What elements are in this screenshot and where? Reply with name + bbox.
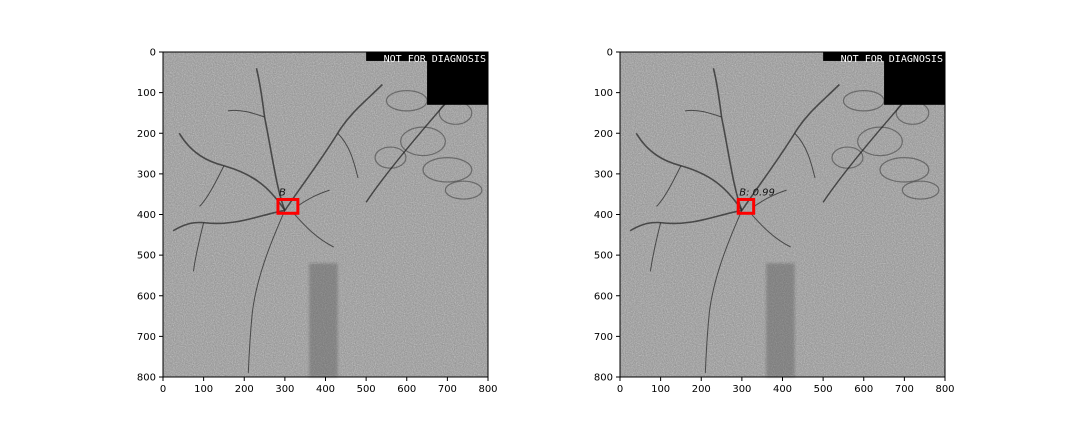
redaction-block bbox=[427, 52, 488, 105]
vessel-path bbox=[754, 190, 787, 206]
aorta-shadow bbox=[309, 263, 338, 377]
x-tick-label: 200 bbox=[692, 384, 711, 395]
vessel-path bbox=[713, 68, 741, 210]
y-tick-label: 100 bbox=[594, 88, 613, 99]
y-tick-label: 800 bbox=[137, 373, 156, 384]
vessel-path bbox=[657, 166, 681, 207]
organ-outline bbox=[857, 126, 903, 157]
organ-outline bbox=[879, 157, 930, 183]
organ-outline bbox=[422, 157, 473, 183]
vessel-path bbox=[630, 210, 742, 230]
vessel-path bbox=[173, 210, 285, 230]
detection-box bbox=[736, 197, 756, 215]
vessel-path bbox=[795, 133, 815, 178]
vessel-path bbox=[248, 210, 285, 373]
y-tick-label: 700 bbox=[137, 332, 156, 343]
y-tick-label: 300 bbox=[137, 169, 156, 180]
y-tick-label: 600 bbox=[594, 291, 613, 302]
y-tick-label: 0 bbox=[607, 48, 613, 59]
organ-outline bbox=[400, 126, 446, 157]
y-tick-label: 500 bbox=[137, 251, 156, 262]
y-tick-label: 200 bbox=[594, 129, 613, 140]
vessel-path bbox=[650, 223, 660, 272]
vessel-path bbox=[750, 212, 791, 247]
chart-panel-1: NOT FOR DIAGNOSIS B 0 100 200 300 400 500 600 700… bbox=[137, 48, 498, 396]
y-tick-label: 700 bbox=[594, 332, 613, 343]
organ-outline bbox=[901, 180, 940, 200]
aorta-shadow bbox=[766, 263, 795, 377]
y-tick-label: 100 bbox=[137, 88, 156, 99]
redaction-block bbox=[884, 52, 945, 105]
detection-label: B: 0.99 bbox=[739, 187, 775, 198]
detection-box bbox=[276, 197, 300, 215]
x-tick-label: 500 bbox=[357, 384, 376, 395]
not-for-diagnosis-banner: NOT FOR DIAGNOSIS bbox=[384, 54, 486, 65]
x-tick-label: 700 bbox=[895, 384, 914, 395]
y-tick-label: 300 bbox=[594, 169, 613, 180]
vessel-path bbox=[297, 190, 330, 206]
x-tick-label: 600 bbox=[854, 384, 873, 395]
x-tick-label: 600 bbox=[397, 384, 416, 395]
vessel-path bbox=[293, 212, 334, 247]
vessel-path bbox=[338, 133, 358, 178]
x-tick-label: 800 bbox=[478, 384, 497, 395]
vessel-path bbox=[705, 210, 742, 373]
x-tick-label: 700 bbox=[438, 384, 457, 395]
y-tick-label: 400 bbox=[594, 210, 613, 221]
x-tick-label: 500 bbox=[814, 384, 833, 395]
y-tick-label: 200 bbox=[137, 129, 156, 140]
vessel-path bbox=[228, 110, 265, 117]
x-tick-label: 300 bbox=[732, 384, 751, 395]
detection-label: B bbox=[279, 187, 286, 198]
vessel-path bbox=[193, 223, 203, 272]
vessel-path bbox=[179, 133, 285, 210]
y-tick-label: 500 bbox=[594, 251, 613, 262]
x-tick-label: 100 bbox=[194, 384, 213, 395]
x-tick-label: 400 bbox=[316, 384, 335, 395]
organ-outline bbox=[444, 180, 483, 200]
x-tick-label: 400 bbox=[773, 384, 792, 395]
y-tick-label: 400 bbox=[137, 210, 156, 221]
y-tick-label: 800 bbox=[594, 373, 613, 384]
x-tick-label: 0 bbox=[617, 384, 623, 395]
x-tick-label: 0 bbox=[160, 384, 166, 395]
chart-panel-2: NOT FOR DIAGNOSIS B: 0.99 0 100 200 300 400 500… bbox=[594, 48, 955, 396]
x-tick-label: 200 bbox=[235, 384, 254, 395]
not-for-diagnosis-banner: NOT FOR DIAGNOSIS bbox=[841, 54, 943, 65]
y-tick-label: 600 bbox=[137, 291, 156, 302]
x-tick-label: 300 bbox=[275, 384, 294, 395]
vessel-path bbox=[256, 68, 284, 210]
vessel-path bbox=[200, 166, 224, 207]
x-tick-label: 800 bbox=[935, 384, 954, 395]
y-tick-label: 0 bbox=[150, 48, 156, 59]
vessel-path bbox=[685, 110, 722, 117]
x-tick-label: 100 bbox=[651, 384, 670, 395]
vessel-path bbox=[636, 133, 742, 210]
